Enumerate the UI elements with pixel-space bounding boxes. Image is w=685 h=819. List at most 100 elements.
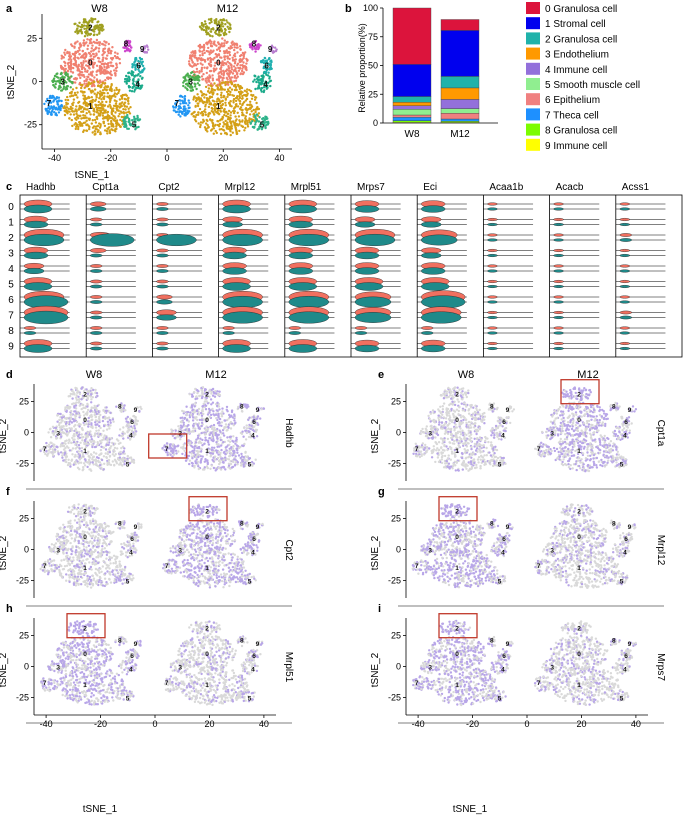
cell-point: [207, 443, 211, 446]
cell-point: [79, 29, 82, 33]
cell-point: [53, 443, 56, 446]
cell-point: [183, 113, 187, 116]
cell-point: [213, 455, 217, 458]
cell-point: [78, 468, 81, 471]
cell-point: [135, 86, 138, 90]
cell-point: [229, 80, 233, 84]
cell-point: [70, 441, 73, 444]
cell-point: [228, 413, 231, 417]
cell-point: [220, 413, 224, 416]
cell-point: [67, 446, 70, 449]
cell-point: [200, 421, 204, 424]
cell-point: [93, 76, 96, 79]
cell-point: [51, 430, 55, 433]
cell-point: [90, 57, 93, 61]
cell-point: [206, 124, 209, 127]
cell-point: [141, 64, 145, 68]
cell-point: [221, 116, 224, 119]
cell-point: [125, 420, 128, 423]
cell-point: [90, 401, 93, 404]
cluster-label-9: 9: [256, 407, 260, 414]
violin-W8: [619, 326, 630, 330]
cell-point: [221, 25, 225, 28]
cell-point: [140, 86, 143, 89]
cell-point: [234, 79, 238, 83]
cell-point: [203, 93, 206, 96]
cell-point: [245, 94, 248, 97]
cell-point: [91, 131, 94, 134]
cell-point: [88, 463, 91, 466]
cell-point: [118, 88, 121, 92]
cell-point: [211, 74, 214, 77]
cell-point: [201, 386, 205, 389]
cell-point: [209, 84, 212, 87]
cell-point: [254, 96, 257, 99]
cell-point: [187, 60, 191, 63]
cell-point: [245, 424, 248, 427]
cell-point: [86, 108, 89, 111]
cell-point: [99, 71, 102, 75]
cell-point: [218, 390, 221, 393]
cell-point: [107, 122, 110, 126]
cell-point: [198, 394, 201, 398]
cell-point: [63, 408, 67, 411]
cell-point: [56, 72, 59, 75]
cell-point: [83, 42, 86, 45]
cell-point: [247, 435, 251, 439]
cell-point: [82, 116, 85, 120]
cell-point: [122, 437, 125, 440]
cell-point: [243, 129, 246, 132]
cell-point: [111, 46, 114, 49]
cell-point: [190, 406, 194, 409]
cell-point: [175, 110, 179, 114]
cell-point: [204, 113, 208, 117]
cell-point: [122, 451, 125, 454]
bar-segment: [440, 108, 480, 114]
cell-point: [181, 112, 184, 116]
cell-point: [215, 67, 218, 70]
cell-point: [79, 83, 83, 87]
cell-point: [61, 431, 64, 434]
panel-letter-c: c: [6, 181, 12, 193]
violin-W8: [619, 233, 632, 237]
cell-point: [71, 124, 74, 128]
cell-point: [103, 65, 106, 69]
cell-point: [106, 132, 109, 135]
cell-point: [229, 23, 232, 27]
cell-point: [211, 124, 215, 127]
cell-point: [135, 80, 138, 84]
cluster-label-0: 0: [216, 59, 221, 68]
cell-point: [80, 65, 83, 68]
cell-point: [210, 87, 214, 90]
cell-point: [130, 90, 134, 93]
violin-M12: [222, 296, 263, 309]
cell-point: [135, 423, 138, 426]
violin-M12: [421, 205, 446, 213]
cell-point: [92, 107, 96, 111]
cell-point: [183, 97, 186, 101]
cell-point: [113, 446, 117, 450]
cell-point: [58, 418, 61, 422]
cell-point: [194, 64, 198, 67]
cell-point: [189, 441, 192, 444]
cell-point: [205, 71, 208, 75]
cell-point: [241, 120, 244, 123]
cell-point: [245, 431, 249, 434]
cell-point: [211, 27, 215, 30]
cell-point: [209, 425, 212, 428]
legend-swatch: [526, 32, 540, 45]
cell-point: [106, 441, 109, 444]
cell-point: [85, 64, 88, 67]
cell-point: [70, 75, 73, 78]
cell-point: [60, 99, 63, 103]
violin-W8: [421, 216, 442, 223]
cell-point: [128, 112, 132, 115]
cell-point: [85, 112, 88, 115]
cell-point: [216, 123, 220, 127]
cell-point: [100, 445, 103, 448]
cell-point: [227, 425, 230, 429]
cell-point: [59, 80, 62, 83]
violin-M12: [89, 222, 103, 227]
cell-point: [218, 408, 221, 411]
